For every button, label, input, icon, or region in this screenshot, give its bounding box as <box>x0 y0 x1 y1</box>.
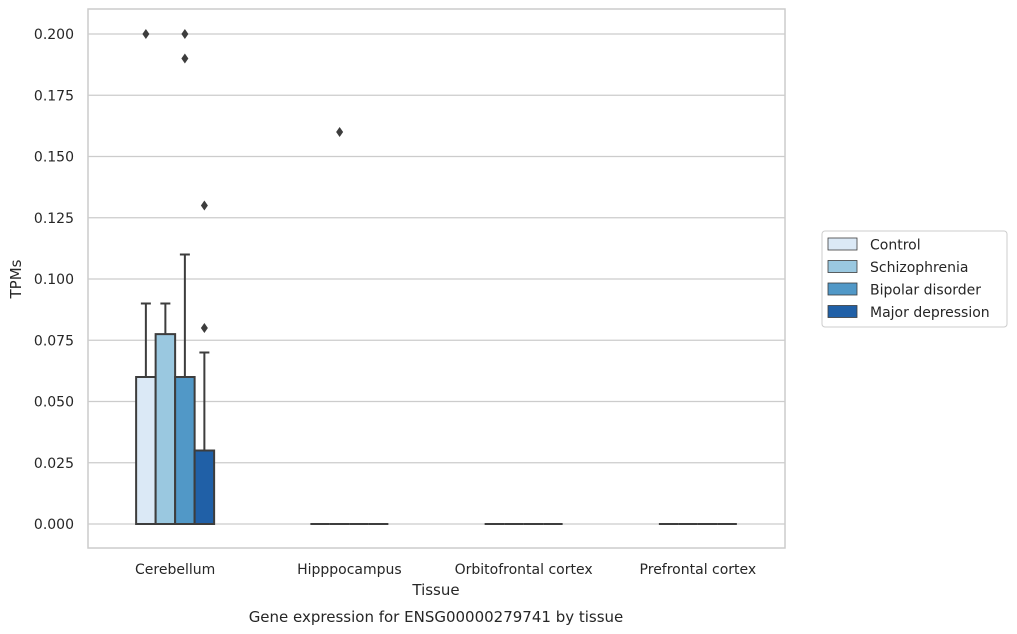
bar <box>135 376 157 525</box>
bar <box>154 333 177 525</box>
y-tick-label: 0.050 <box>34 395 74 411</box>
outlier-point <box>200 323 208 333</box>
legend: Control Schizophrenia Bipolar disorder Majo… <box>821 230 1008 328</box>
y-tick-label: 0.200 <box>34 27 74 43</box>
whiskers-and-outliers <box>140 29 344 451</box>
legend-items: Control Schizophrenia Bipolar disorder Majo… <box>827 237 990 321</box>
legend-swatch <box>827 282 858 296</box>
legend-frame <box>821 230 1008 328</box>
chart-title: Gene expression for ENSG00000279741 by t… <box>249 608 624 626</box>
legend-label: Bipolar disorder <box>870 283 981 299</box>
y-tick-label: 0.125 <box>34 211 74 227</box>
outlier-point <box>336 127 344 137</box>
y-tick-label: 0.175 <box>34 88 74 104</box>
x-tick-label: Cerebellum <box>135 562 215 578</box>
x-tick-label: Orbitofrontal cortex <box>455 562 593 578</box>
legend-swatch <box>827 260 858 273</box>
y-tick-label: 0.100 <box>34 272 74 288</box>
outlier-point <box>181 29 189 39</box>
bar <box>174 376 196 525</box>
bars <box>135 333 737 525</box>
x-tick-label: Prefrontal cortex <box>640 562 757 578</box>
y-tick-label: 0.025 <box>34 456 74 472</box>
y-tick-labels: 0.000 0.025 0.050 0.075 0.100 0.125 0.150 0.175… <box>34 27 74 533</box>
outlier-point <box>142 29 150 39</box>
plot-frame <box>87 8 786 549</box>
y-tick-label: 0.150 <box>34 150 74 166</box>
x-tick-labels: Cerebellum Hipppocampus Orbitofrontal cort… <box>135 562 756 578</box>
bar <box>193 449 216 525</box>
legend-label: Control <box>870 238 921 254</box>
outlier-point <box>181 53 189 64</box>
x-axis-label: Tissue <box>411 581 459 599</box>
legend-swatch <box>827 305 858 318</box>
y-axis-label: TPMs <box>7 259 25 299</box>
x-tick-label: Hipppocampus <box>297 562 402 578</box>
y-tick-label: 0.000 <box>34 517 74 533</box>
legend-label: Schizophrenia <box>870 260 968 276</box>
legend-swatch <box>827 237 858 251</box>
y-tick-label: 0.075 <box>34 333 74 349</box>
legend-label: Major depression <box>870 305 990 321</box>
outlier-point <box>200 200 208 211</box>
